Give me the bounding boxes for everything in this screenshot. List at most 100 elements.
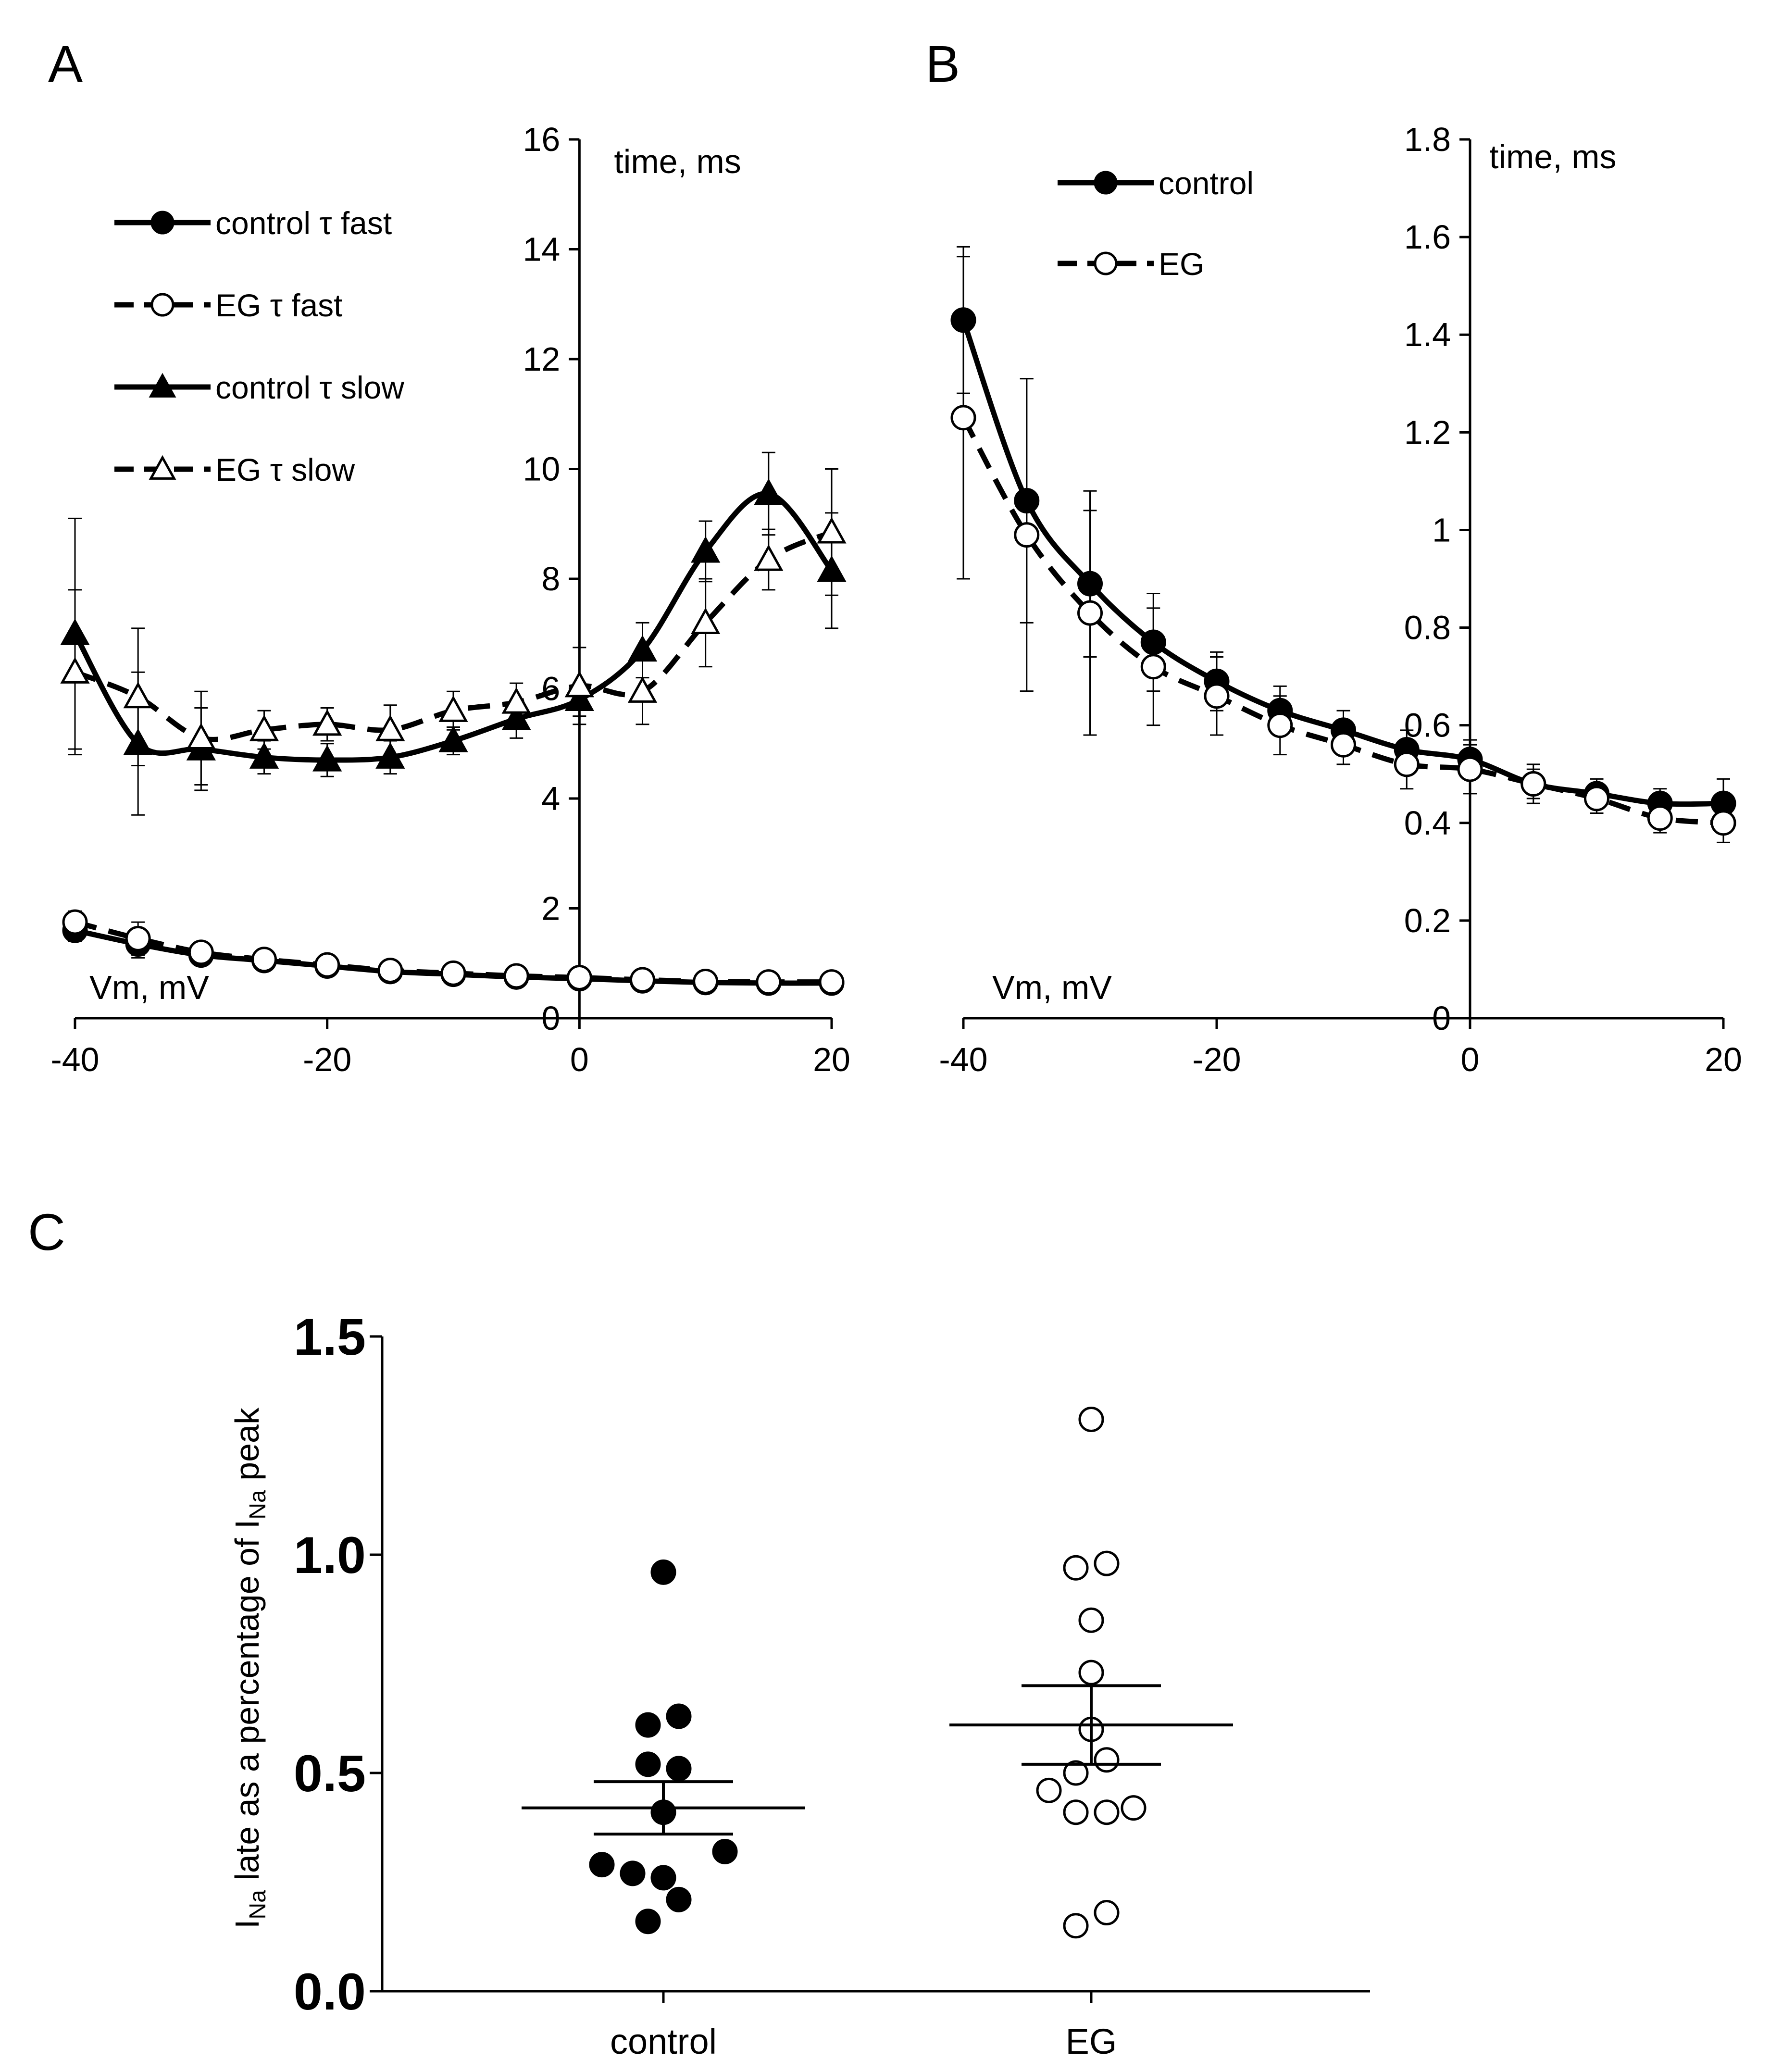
data-point <box>1014 522 1040 548</box>
data-point <box>1078 1607 1104 1633</box>
data-point <box>438 695 468 722</box>
y-tick-label: 14 <box>523 231 560 268</box>
y-axis-title: time, ms <box>614 143 741 180</box>
legend-marker <box>149 373 176 398</box>
data-point <box>249 714 279 741</box>
y-tick-label: 0.0 <box>294 1962 366 2021</box>
data-point <box>1077 600 1103 626</box>
y-tick-label: 6 <box>541 670 560 708</box>
data-point <box>1140 654 1166 680</box>
y-tick-label: 1.4 <box>1404 316 1451 353</box>
data-point <box>819 969 845 995</box>
data-point <box>666 1756 692 1782</box>
data-point <box>712 1838 738 1864</box>
data-point <box>375 714 405 741</box>
data-point <box>1394 751 1420 777</box>
y-tick-label: 1.5 <box>294 1308 366 1366</box>
data-point <box>125 925 151 951</box>
panel-b-chart: -40 -20 0 20 0 0.2 0.4 0.6 0.8 1 1.2 1.4 1.6 1.8 time,… <box>939 121 1742 1078</box>
legend-label: EG τ slow <box>215 452 355 487</box>
data-point <box>635 1712 661 1738</box>
data-point <box>666 1703 692 1729</box>
x-tick-label: -40 <box>50 1041 99 1078</box>
data-point <box>1036 1777 1062 1803</box>
data-point <box>375 742 405 769</box>
data-point <box>1063 1555 1089 1581</box>
y-tick-label: 0.5 <box>294 1744 366 1802</box>
data-point <box>188 939 214 965</box>
legend-marker <box>149 455 176 480</box>
data-point <box>754 478 784 505</box>
data-point <box>691 536 721 563</box>
data-point <box>1121 1795 1147 1821</box>
x-tick-label: 0 <box>570 1041 589 1078</box>
data-point <box>1094 1550 1120 1576</box>
x-tick-label: 20 <box>813 1041 850 1078</box>
data-point <box>1063 1760 1089 1786</box>
y-tick-label: 2 <box>541 890 560 927</box>
data-point <box>1267 712 1293 738</box>
x-tick-label: EG <box>1066 2022 1117 2061</box>
x-tick-label: 0 <box>1461 1041 1480 1078</box>
x-tick-label: -20 <box>1192 1041 1241 1078</box>
y-tick-label: 1.6 <box>1404 218 1451 256</box>
y-tick-label: 0.2 <box>1404 902 1451 939</box>
legend-marker <box>1094 171 1118 195</box>
legend-label: control τ slow <box>215 370 404 405</box>
data-point <box>666 1886 692 1912</box>
data-point <box>1078 1660 1104 1685</box>
y-tick-label: 16 <box>523 121 560 158</box>
data-point <box>251 947 277 973</box>
data-point <box>1710 810 1736 836</box>
data-point <box>377 958 403 984</box>
legend-label: control <box>1159 165 1254 201</box>
data-point <box>635 1751 661 1777</box>
x-tick-label: -40 <box>939 1041 987 1078</box>
data-point <box>1584 786 1609 811</box>
x-axis-title: Vm, mV <box>992 969 1112 1006</box>
y-tick-label: 0.6 <box>1404 707 1451 744</box>
data-point <box>1094 1799 1120 1825</box>
data-point <box>635 1909 661 1935</box>
data-point <box>691 607 721 635</box>
data-point <box>1204 683 1230 709</box>
data-point <box>312 709 342 736</box>
legend-marker <box>150 211 175 235</box>
y-tick-label: 0 <box>541 999 560 1037</box>
legend-label: EG τ fast <box>215 287 342 323</box>
legend-marker <box>150 293 175 317</box>
panel-c-label: C <box>28 1203 65 1261</box>
y-tick-label: 8 <box>541 560 560 598</box>
data-point <box>1457 756 1483 782</box>
y-tick-label: 12 <box>523 340 560 378</box>
y-tick-label: 1 <box>1432 511 1451 549</box>
data-point <box>650 1865 676 1891</box>
data-point <box>817 517 847 544</box>
data-point <box>589 1852 615 1878</box>
data-point <box>314 952 340 978</box>
y-tick-label: 1.2 <box>1404 413 1451 451</box>
data-point <box>62 909 88 935</box>
data-point <box>503 963 529 989</box>
data-point <box>1063 1913 1089 1939</box>
data-point <box>650 1559 676 1585</box>
x-tick-label: 20 <box>1705 1041 1742 1078</box>
y-tick-label: 1.8 <box>1404 121 1451 158</box>
data-point <box>249 742 279 769</box>
y-tick-label: 0.4 <box>1404 804 1451 842</box>
data-point <box>1094 1900 1120 1926</box>
data-point <box>1331 732 1356 758</box>
panel-a-chart: -40 -20 0 20 0 2 4 6 8 10 12 14 16 time, ms Vm, mV cont… <box>50 121 850 1078</box>
x-axis-title: Vm, mV <box>89 969 209 1006</box>
y-axis-title: time, ms <box>1489 138 1616 175</box>
data-point <box>1094 1747 1120 1773</box>
y-tick-label: 10 <box>523 450 560 488</box>
y-tick-label: 0.8 <box>1404 609 1451 647</box>
data-point <box>1647 805 1673 831</box>
panel-a-label: A <box>48 35 83 93</box>
data-point <box>1078 1407 1104 1433</box>
y-tick-label: 4 <box>541 780 560 817</box>
data-point <box>950 405 976 431</box>
x-tick-label: control <box>610 2022 717 2061</box>
